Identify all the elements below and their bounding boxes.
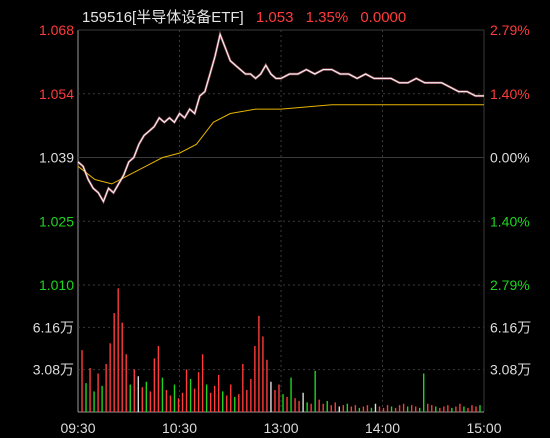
percent-axis-label: 1.40%	[490, 213, 530, 229]
price-line	[77, 32, 484, 203]
volume-axis-label: 6.16万	[33, 319, 74, 335]
time-axis-label: 09:30	[60, 420, 95, 436]
change-percent: 1.35%	[305, 9, 349, 26]
percent-axis-label: 2.79%	[490, 22, 530, 38]
last-price: 1.053	[255, 9, 294, 26]
volume-axis-label: 3.08万	[490, 362, 531, 378]
time-axis-label: 15:00	[466, 420, 501, 436]
time-axis-label: 14:00	[365, 420, 400, 436]
percent-axis-label: 2.79%	[490, 277, 530, 293]
extra-value: 0.0000	[360, 9, 407, 26]
price-axis-label: 1.068	[39, 22, 74, 38]
volume-axis-label: 6.16万	[490, 319, 531, 335]
price-lines	[77, 30, 484, 205]
price-axis-labels: 1.068 1.054 1.039 1.025 1.010 2.79% 1.40% 0.00%…	[33, 22, 532, 378]
chart-grid	[77, 29, 485, 413]
volume-axis-label: 3.08万	[33, 362, 74, 378]
price-axis-label: 1.025	[39, 213, 74, 229]
time-axis-label: 10:30	[162, 420, 197, 436]
time-axis-label: 13:00	[263, 420, 298, 436]
percent-axis-label: 0.00%	[490, 150, 530, 166]
volume-bars	[81, 288, 481, 412]
chart-header: 159516[半导体设备ETF] 1.053 1.35% 0.0000	[82, 6, 406, 27]
price-axis-label: 1.054	[39, 86, 74, 102]
fund-name: 159516[半导体设备ETF]	[82, 9, 244, 26]
time-axis-labels: 09:30 10:30 13:00 14:00 15:00	[60, 420, 501, 436]
percent-axis-label: 1.40%	[490, 86, 530, 102]
price-axis-label: 1.010	[39, 277, 74, 293]
price-axis-label: 1.039	[39, 150, 74, 166]
